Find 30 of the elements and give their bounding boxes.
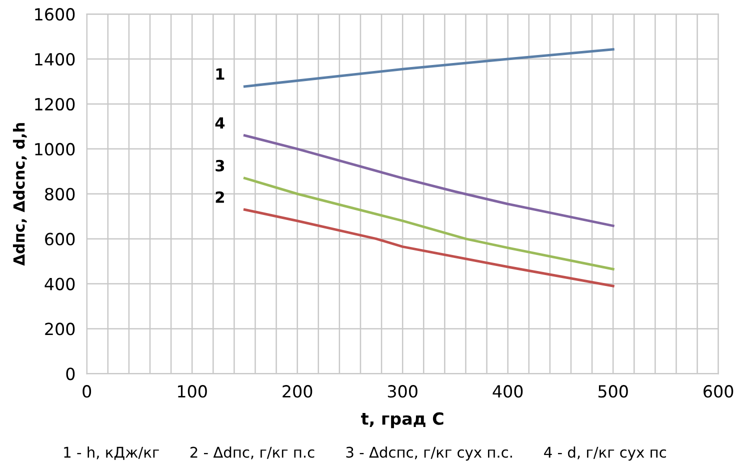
y-tick-label: 400 [44, 278, 75, 290]
y-axis-title: Δdпс, Δdсnс, d,h [12, 123, 27, 266]
series-label: 1 [216, 68, 224, 80]
y-tick-label: 600 [45, 232, 75, 246]
y-tick-label: 1400 [35, 53, 75, 66]
x-tick-label: 0 [82, 385, 92, 398]
line-series [243, 134, 614, 228]
x-tick-label: 400 [492, 385, 523, 398]
y-tick-label: 0 [66, 368, 75, 380]
line-series [243, 48, 614, 88]
y-tick-label: 1200 [35, 98, 75, 111]
text: 1 - h, кДж/кг [64, 446, 159, 460]
x-tick-label: 100 [178, 385, 207, 398]
x-tick-label: 200 [282, 385, 312, 398]
y-tick-label: 200 [45, 322, 75, 336]
x-tick-label: 600 [704, 385, 734, 398]
series-label: 4 [215, 117, 225, 129]
y-tick-label: 1000 [35, 142, 75, 156]
text: 4 - d, г/кг сух пс [544, 446, 666, 461]
series-label: 3 [216, 160, 224, 172]
x-axis-title: t, град С [361, 412, 444, 428]
text: 2 - Δdпс, г/кг п.с [190, 446, 314, 460]
line-series [243, 208, 614, 288]
x-tick-label: 300 [388, 385, 418, 398]
y-tick-label: 1600 [35, 8, 75, 21]
series-label: 2 [216, 191, 224, 203]
x-tick-label: 500 [598, 385, 628, 398]
y-tick-label: 800 [45, 188, 75, 200]
text: 3 - Δdспс, г/кг сух п.с. [346, 446, 512, 461]
line-series [243, 176, 614, 270]
